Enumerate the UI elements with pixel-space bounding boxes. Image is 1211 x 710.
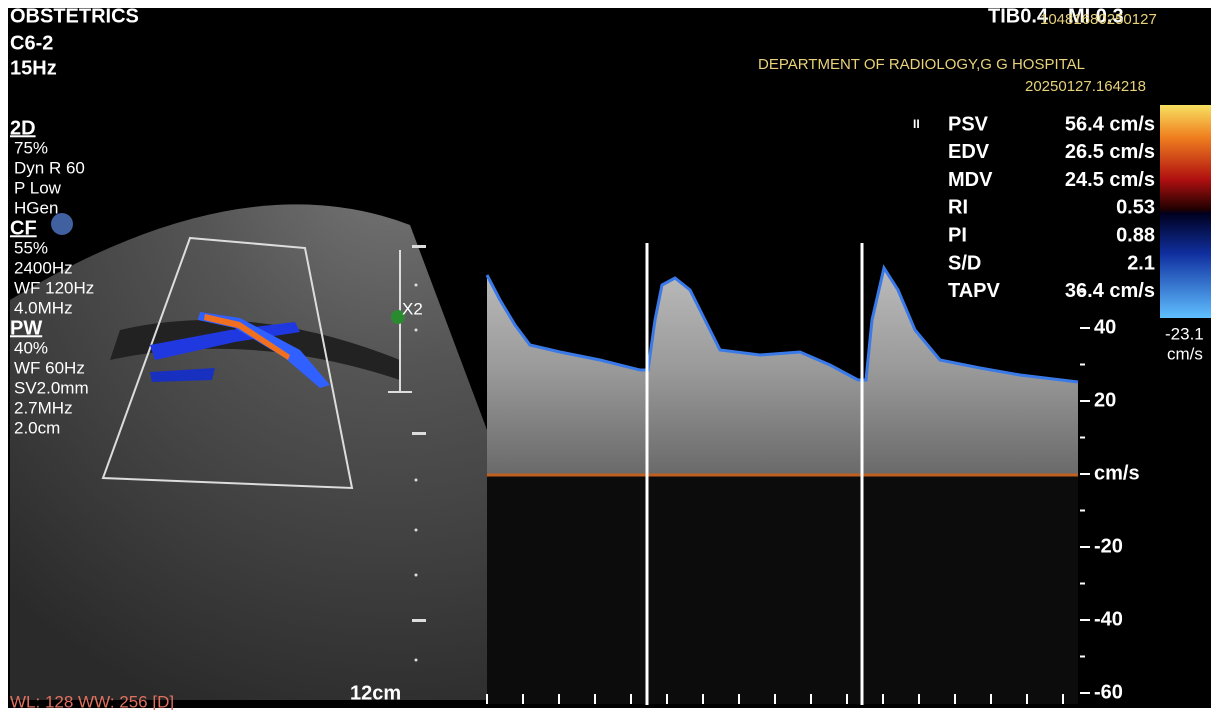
measurement-value: 0.53 xyxy=(1116,197,1155,219)
setting-value: 4.0MHz xyxy=(14,298,73,317)
scale-unit: cm/s xyxy=(1094,462,1140,484)
frame-rate: 15Hz xyxy=(10,57,57,79)
page: {"header": {"exam": "OBSTETRICS", "probe… xyxy=(0,0,1211,710)
probe: C6-2 xyxy=(10,32,53,54)
exam: OBSTETRICS xyxy=(10,5,139,27)
scale-label: 20 xyxy=(1094,389,1116,411)
depth-tick xyxy=(412,432,426,435)
window-level: WL: 128 WW: 256 [D] xyxy=(10,692,174,710)
setting-label: CF xyxy=(10,217,37,239)
measurement-value: 2.1 xyxy=(1127,252,1155,274)
ultrasound-screen: OBSTETRICS C6-2 15Hz TIB0.4 MI 0.3 10481… xyxy=(0,0,1211,710)
department: DEPARTMENT OF RADIOLOGY,G G HOSPITAL xyxy=(758,56,1085,73)
setting-value: SV2.0mm xyxy=(14,378,89,397)
measurement-name: EDV xyxy=(948,141,990,163)
measurement-name: S/D xyxy=(948,252,981,274)
depth-tick xyxy=(412,619,426,622)
timestamp: 20250127.164218 xyxy=(1025,78,1146,95)
depth: 12cm xyxy=(350,682,401,704)
setting-value: HGen xyxy=(14,198,58,217)
scale-label: -60 xyxy=(1094,681,1123,703)
setting-label: PW xyxy=(10,317,42,339)
measurement-name: TAPV xyxy=(948,280,1001,302)
setting-value: 75% xyxy=(14,138,48,157)
scale-label: -40 xyxy=(1094,608,1123,630)
measurement-name: RI xyxy=(948,197,968,219)
measurement-value: 56.4 cm/s xyxy=(1065,113,1155,135)
setting-value: 2400Hz xyxy=(14,258,73,277)
setting-value: 2.0cm xyxy=(14,418,60,437)
setting-value: 40% xyxy=(14,338,48,357)
spectrum-lower xyxy=(487,474,1078,704)
depth-dot xyxy=(415,284,418,287)
patient-id: 10481680250127 xyxy=(1040,11,1157,28)
depth-dot xyxy=(415,574,418,577)
setting-value: WF 120Hz xyxy=(14,278,94,297)
zoom: X2 xyxy=(402,299,423,318)
depth-dot xyxy=(415,479,418,482)
measurement-name: PI xyxy=(948,224,967,246)
setting-value: 2.7MHz xyxy=(14,398,73,417)
measurement-name: PSV xyxy=(948,113,989,135)
pause-icon: II xyxy=(913,117,920,131)
color-bar xyxy=(1160,105,1211,318)
depth-dot xyxy=(415,529,418,532)
setting-value: P Low xyxy=(14,178,62,197)
setting-value: Dyn R 60 xyxy=(14,158,85,177)
measurement-value: 0.88 xyxy=(1116,224,1155,246)
measurement-name: MDV xyxy=(948,169,993,191)
scale-label: 40 xyxy=(1094,316,1116,338)
measurement-value: 36.4 cm/s xyxy=(1065,280,1155,302)
depth-dot xyxy=(415,329,418,332)
scale-label: -20 xyxy=(1094,535,1123,557)
color-scale-min: -23.1 xyxy=(1165,324,1204,343)
depth-dot xyxy=(415,659,418,662)
measurement-value: 26.5 cm/s xyxy=(1065,141,1155,163)
depth-tick xyxy=(412,245,426,248)
setting-label: 2D xyxy=(10,117,36,139)
color-scale-unit: cm/s xyxy=(1167,344,1203,363)
setting-value: 55% xyxy=(14,238,48,257)
setting-value: WF 60Hz xyxy=(14,358,85,377)
measurement-value: 24.5 cm/s xyxy=(1065,169,1155,191)
